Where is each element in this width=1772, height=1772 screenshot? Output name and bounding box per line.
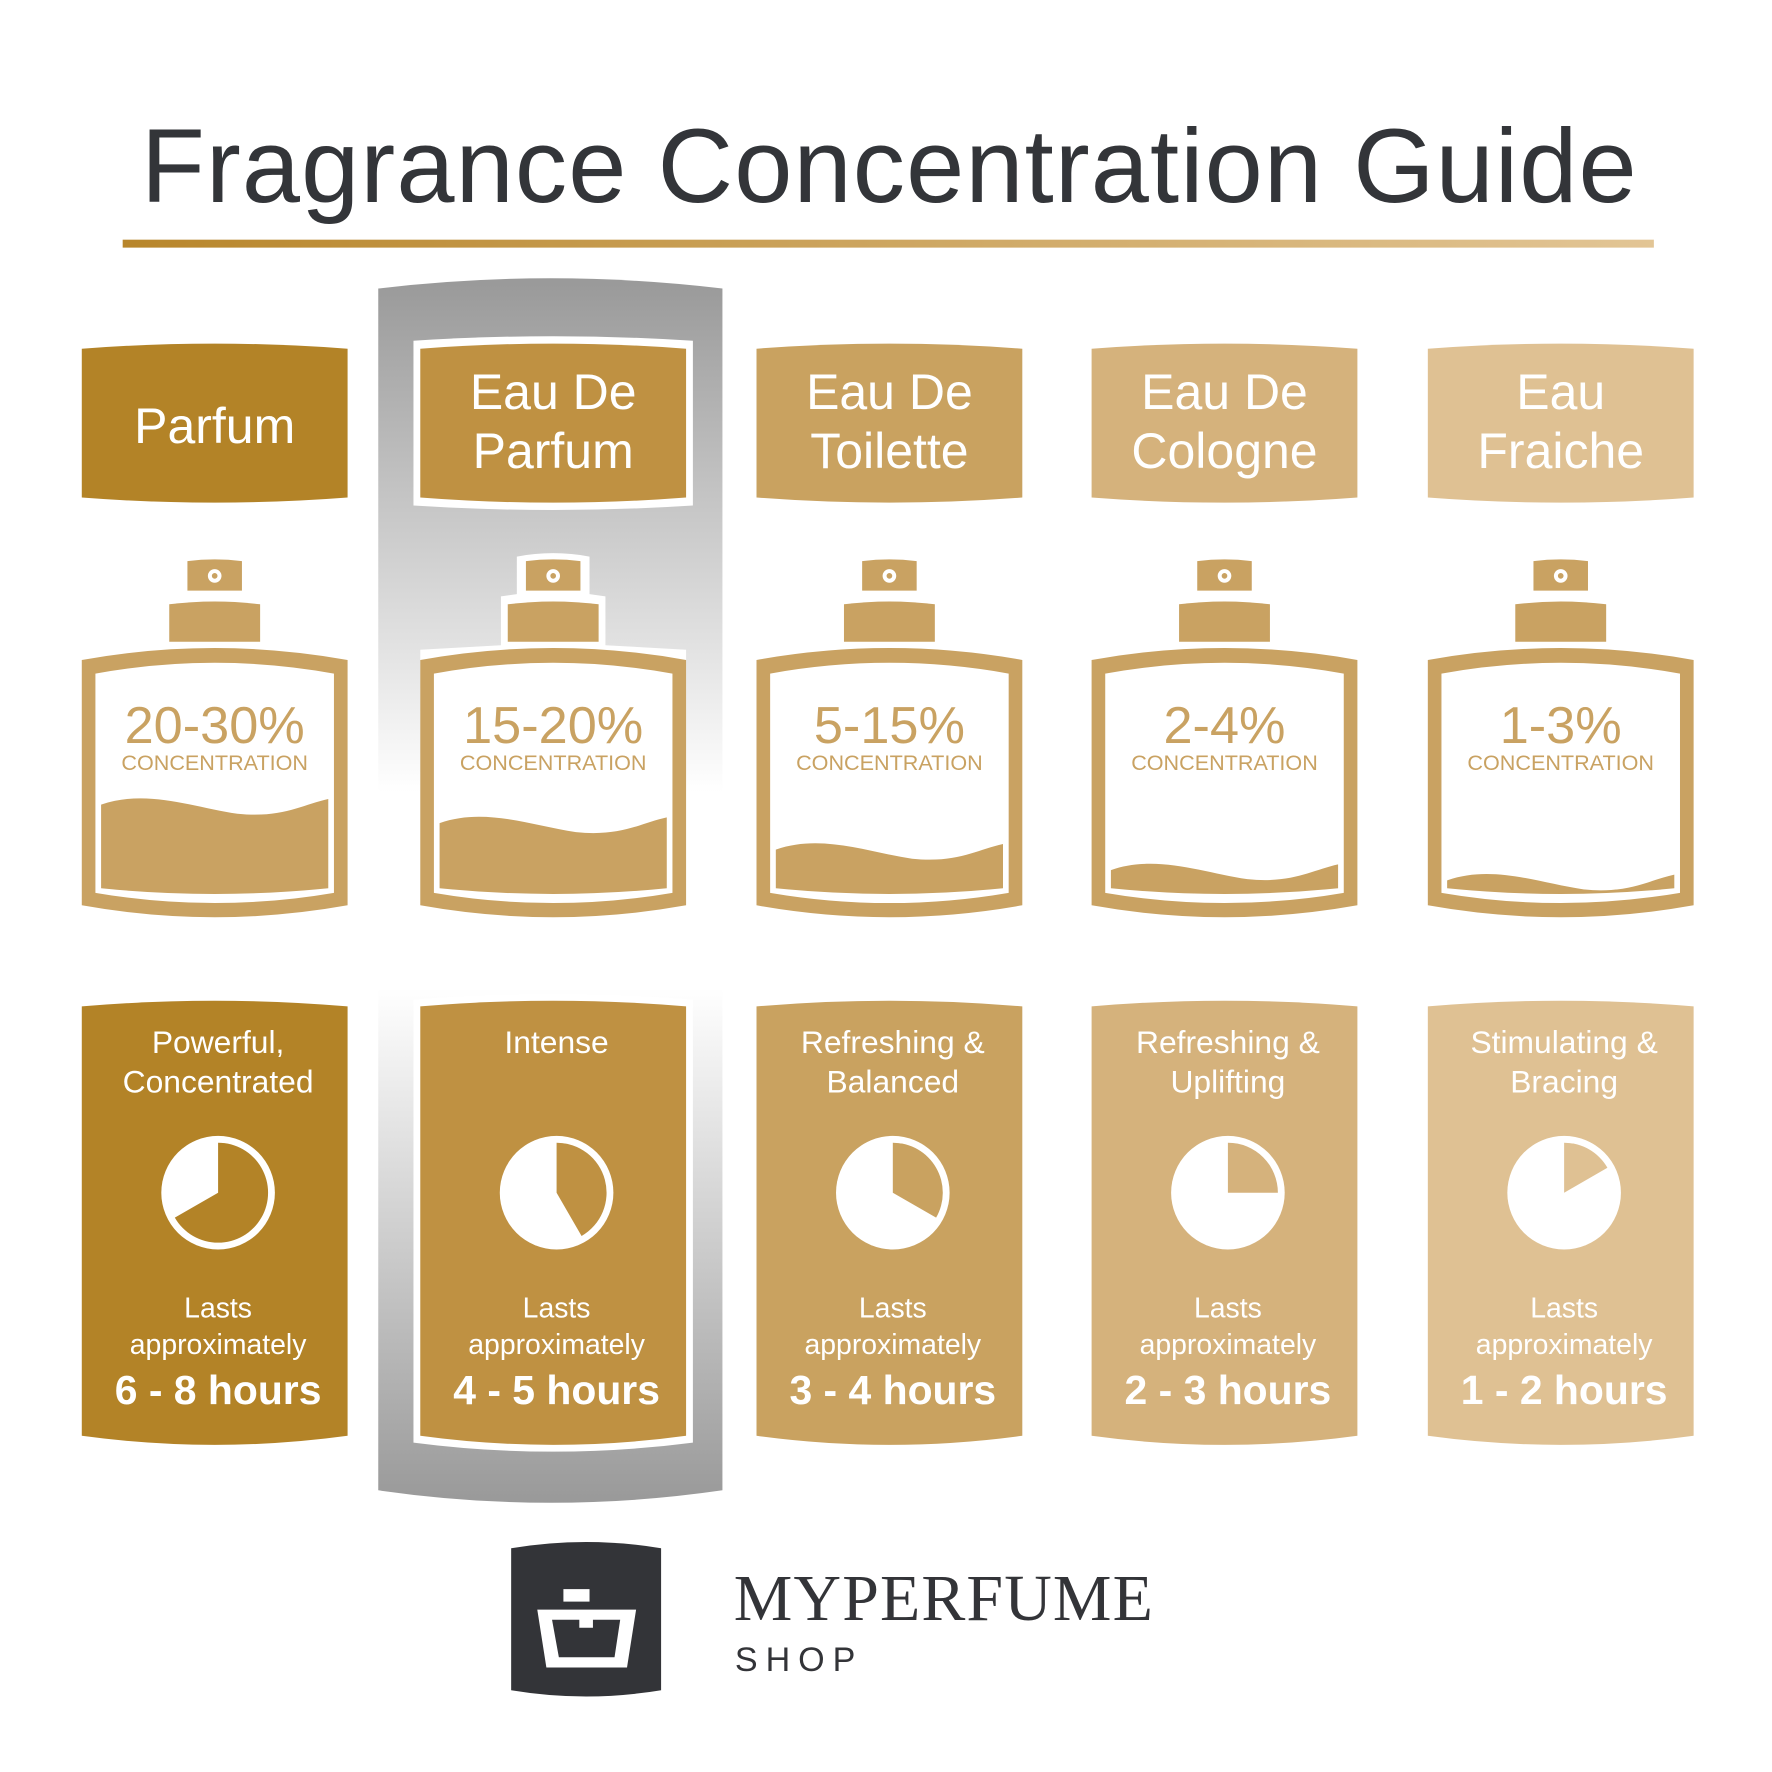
label-box [1427,343,1694,503]
type-label: Eau De [1141,364,1308,420]
approx-label: approximately [1476,1329,1653,1361]
concentration-word: CONCENTRATION [1131,750,1318,775]
concentration-percent: 20-30% [125,697,305,755]
label-box [81,343,348,503]
type-label: Toilette [810,423,968,479]
description: Balanced [827,1064,960,1100]
clock-pie-icon [1507,1135,1621,1250]
logo-name: MYPERFUME [734,1562,1154,1635]
clock-pie-icon [836,1135,950,1250]
pie-sector [556,1142,607,1236]
label-box [420,343,687,503]
lasts-label: Lasts [859,1293,927,1325]
approx-label: approximately [1140,1329,1317,1361]
clock-pie-icon [1171,1135,1285,1250]
pie-sector [174,1142,269,1243]
concentration-percent: 1-3% [1500,697,1622,755]
duration-hours: 4 - 5 hours [453,1367,660,1413]
title-underline [122,239,1654,248]
duration-hours: 1 - 2 hours [1461,1367,1668,1413]
perfume-bottle-icon [81,559,348,918]
concentration-word: CONCENTRATION [1467,750,1654,775]
description: Bracing [1510,1064,1618,1100]
label-box [1091,343,1358,503]
approx-label: approximately [468,1329,645,1361]
pie-sector [1564,1142,1608,1193]
clock-pie-icon [499,1135,614,1250]
approx-label: approximately [804,1329,981,1361]
lasts-label: Lasts [184,1293,252,1325]
type-label: Eau De [806,364,973,420]
pie-sector [892,1142,943,1218]
description: Refreshing & [1136,1024,1320,1060]
liquid-level [775,843,1003,894]
logo-sub: SHOP [735,1641,863,1679]
type-label: Cologne [1131,423,1317,479]
approx-label: approximately [130,1329,307,1361]
concentration-percent: 15-20% [463,697,643,755]
liquid-level [1110,863,1339,894]
liquid-level [1447,873,1675,894]
clock-pie-icon [161,1135,275,1250]
perfume-bottle-icon [420,553,687,918]
column-0: Parfum 20-30%CONCENTRATION Powerful, Concen… [81,343,348,1445]
type-label: Parfum [473,423,634,479]
concentration-word: CONCENTRATION [121,750,308,775]
description: Concentrated [123,1064,314,1100]
type-label: Eau De [470,364,637,420]
concentration-percent: 2-4% [1164,697,1286,755]
concentration-percent: 5-15% [814,697,965,755]
concentration-word: CONCENTRATION [460,750,647,775]
description: Powerful, [152,1024,285,1060]
type-label: Eau [1516,364,1605,420]
description: Uplifting [1170,1064,1285,1100]
liquid-level [101,798,329,894]
description: Refreshing & [801,1024,985,1060]
lasts-label: Lasts [1194,1293,1262,1325]
duration-hours: 2 - 3 hours [1125,1367,1332,1413]
page-title: Fragrance Concentration Guide [141,108,1638,225]
perfume-bottle-icon [1091,559,1358,918]
description: Intense [504,1024,608,1060]
type-label: Parfum [134,398,295,454]
label-box [756,343,1023,503]
logo: MYPERFUME SHOP [511,1541,1154,1697]
duration-hours: 3 - 4 hours [789,1367,996,1413]
concentration-word: CONCENTRATION [796,750,983,775]
pie-sector [1227,1142,1278,1193]
lasts-label: Lasts [1530,1293,1598,1325]
type-label: Fraiche [1477,423,1644,479]
perfume-bottle-icon [756,559,1023,918]
perfume-bottle-icon [1427,559,1694,918]
lasts-label: Lasts [523,1293,591,1325]
duration-hours: 6 - 8 hours [115,1367,322,1413]
description: Stimulating & [1470,1024,1657,1060]
liquid-level [439,816,667,894]
